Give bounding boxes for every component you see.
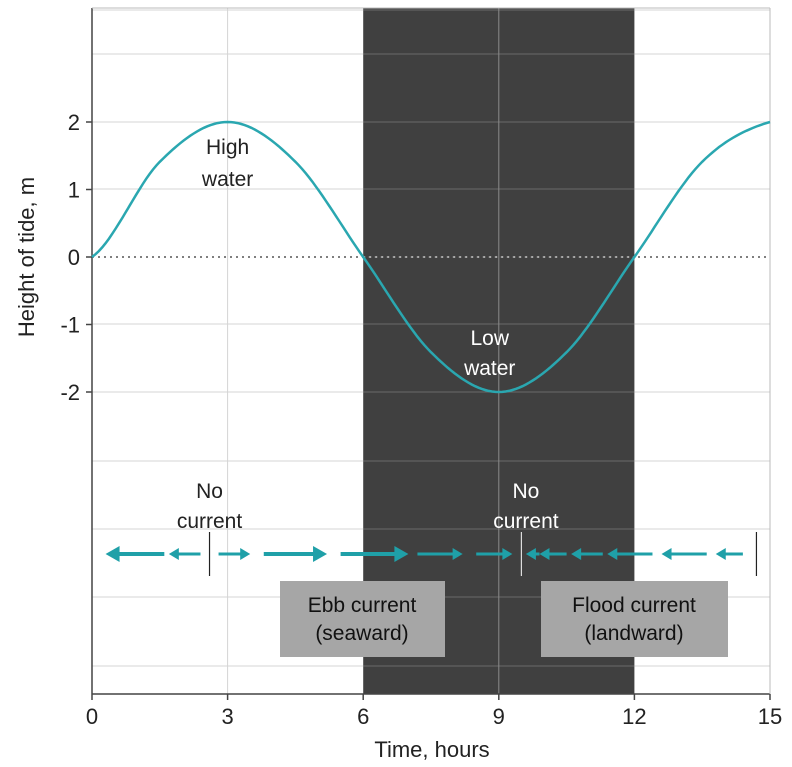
ebb-current-box [280, 581, 445, 657]
current-arrow-head [502, 548, 513, 560]
flood-current-box [541, 581, 728, 657]
x-axis-label: Time, hours [374, 737, 489, 762]
annotation-layer: High water Low water No current No current E… [177, 136, 728, 657]
current-arrow-head [661, 548, 672, 560]
current-arrow-head [313, 546, 328, 562]
current-arrow-head [105, 546, 120, 562]
x-tick-label: 12 [622, 704, 646, 729]
y-tick-label: 0 [68, 245, 80, 270]
low-water-label: Low water [463, 327, 515, 380]
current-arrow-head [571, 548, 582, 560]
y-tick-label: 2 [68, 110, 80, 135]
high-water-label: High water [201, 136, 253, 191]
x-tick-label: 15 [758, 704, 782, 729]
x-tick-label: 9 [493, 704, 505, 729]
current-arrow-head [715, 548, 726, 560]
flood-current-label: Flood current (landward) [572, 594, 696, 645]
current-arrow-head [394, 546, 409, 562]
y-tick-label: -2 [60, 380, 80, 405]
current-arrow-head [240, 548, 251, 560]
y-tick-label: -1 [60, 313, 80, 338]
y-tick-label: 1 [68, 178, 80, 203]
current-arrow-head [452, 548, 463, 560]
tide-series-line [91, 120, 771, 394]
current-arrow-head [539, 548, 550, 560]
current-arrow-head [607, 548, 618, 560]
x-tick-label: 0 [86, 704, 98, 729]
series-layer [91, 120, 771, 394]
x-tick-label: 3 [221, 704, 233, 729]
ebb-current-label: Ebb current (seaward) [308, 594, 417, 645]
current-arrow-head [168, 548, 179, 560]
x-tick-label: 6 [357, 704, 369, 729]
current-arrow-layer [105, 532, 758, 576]
current-arrow-head [525, 548, 536, 560]
no-current-label-1: No current [177, 480, 243, 533]
no-current-label-2: No current [493, 480, 559, 533]
y-axis-label: Height of tide, m [14, 177, 39, 337]
